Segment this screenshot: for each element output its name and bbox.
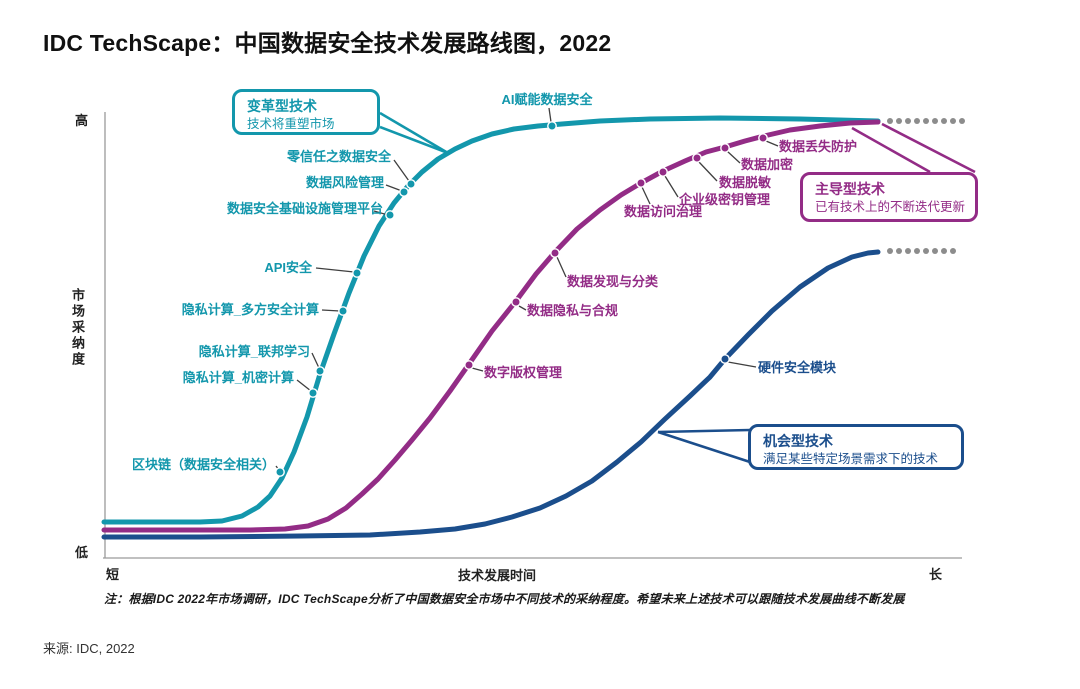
tail-dot — [905, 248, 911, 254]
tech-label: 隐私计算_多方安全计算 — [181, 302, 319, 317]
leader-line — [548, 107, 552, 123]
tech-label: 企业级密钥管理 — [679, 192, 771, 207]
leader-line — [556, 256, 567, 278]
tech-label: 数据风险管理 — [305, 175, 384, 190]
tech-dot — [758, 133, 768, 143]
leader-line — [471, 367, 484, 372]
tech-label: 数字版权管理 — [484, 365, 563, 380]
tail-dot — [941, 118, 947, 124]
leader-line — [311, 352, 320, 369]
tech-label: 零信任之数据安全 — [286, 149, 391, 164]
tail-dot — [941, 248, 947, 254]
tech-dot — [308, 388, 318, 398]
legend-pointer-opportunistic — [657, 430, 751, 464]
y-axis-low-label: 低 — [75, 545, 89, 560]
tech-label: AI赋能数据安全 — [501, 92, 593, 107]
tech-label: 隐私计算_联邦学习 — [198, 344, 310, 359]
tail-dot — [950, 248, 956, 254]
tech-dot — [658, 167, 668, 177]
tech-label: 数据发现与分类 — [567, 274, 659, 289]
tail-dot — [923, 118, 929, 124]
tech-dot — [275, 467, 285, 477]
leader-line — [698, 161, 718, 182]
tech-label: 隐私计算_机密计算 — [182, 370, 294, 385]
x-axis-title: 技术发展时间 — [458, 568, 537, 583]
legend-opportunistic-subtitle: 满足某些特定场景需求下的技术 — [763, 452, 939, 466]
legend-opportunistic-title: 机会型技术 — [763, 433, 833, 449]
tech-dot — [550, 248, 560, 258]
legend-pointer-dominant — [851, 126, 931, 174]
y-axis-title: 市场采纳度 — [70, 288, 85, 368]
curve-opportunistic — [101, 249, 881, 540]
legend-pointer-opportunistic — [657, 428, 751, 434]
leader-line — [296, 379, 312, 392]
tail-dot — [887, 118, 893, 124]
legend-opportunistic: 机会型技术 满足某些特定场景需求下的技术 — [748, 424, 964, 470]
x-axis-short-label: 短 — [106, 567, 120, 582]
legend-pointer-transformative — [379, 125, 449, 155]
tail-dot — [923, 248, 929, 254]
tech-dot — [399, 187, 409, 197]
leader-line — [727, 361, 757, 368]
legend-transformative: 变革型技术 技术将重塑市场 — [232, 89, 380, 135]
tech-dot — [692, 153, 702, 163]
tech-label: 数据脱敏 — [719, 175, 772, 190]
tech-dot — [547, 121, 557, 131]
tail-dot — [932, 118, 938, 124]
tail-dot — [905, 118, 911, 124]
tech-dot — [636, 178, 646, 188]
tech-label: 硬件安全模块 — [758, 360, 837, 375]
tail-dot — [896, 248, 902, 254]
tail-dot — [932, 248, 938, 254]
leader-line — [664, 175, 679, 198]
legend-pointer-transformative — [379, 111, 449, 155]
leader-line — [315, 267, 355, 273]
legend-transformative-subtitle: 技术将重塑市场 — [247, 117, 335, 131]
tech-dot — [720, 354, 730, 364]
legend-transformative-title: 变革型技术 — [247, 98, 317, 114]
footnote: 注：根据IDC 2022年市场调研，IDC TechScape分析了中国数据安全… — [104, 592, 905, 606]
page-title: IDC TechScape：中国数据安全技术发展路线图，2022 — [43, 30, 612, 56]
tail-dot — [950, 118, 956, 124]
tech-dot — [511, 297, 521, 307]
tech-dot — [338, 306, 348, 316]
x-axis-long-label: 长 — [929, 567, 943, 582]
tech-dot — [406, 179, 416, 189]
tech-label: 数据访问治理 — [624, 204, 703, 219]
tech-label: 数据加密 — [741, 157, 794, 172]
tech-label: API安全 — [264, 260, 312, 275]
tail-dot — [914, 248, 920, 254]
tech-dot — [352, 268, 362, 278]
tech-label: 数据隐私与合规 — [527, 303, 619, 318]
tail-dot — [887, 248, 893, 254]
legend-dominant: 主导型技术 已有技术上的不断迭代更新 — [800, 172, 978, 222]
legend-dominant-subtitle: 已有技术上的不断迭代更新 — [815, 200, 966, 214]
leader-line — [726, 150, 741, 164]
tail-dot — [896, 118, 902, 124]
legend-pointer-dominant — [881, 122, 976, 174]
tech-dot — [464, 360, 474, 370]
leader-line — [518, 305, 527, 311]
tech-dot — [315, 366, 325, 376]
source-text: 来源: IDC, 2022 — [43, 641, 135, 656]
legend-dominant-title: 主导型技术 — [815, 181, 885, 197]
tail-dot — [959, 118, 965, 124]
tech-label: 数据安全基础设施管理平台 — [226, 201, 383, 216]
tech-dot — [385, 210, 395, 220]
leader-line — [393, 159, 410, 182]
leader-line — [385, 184, 403, 192]
tech-label: 数据丢失防护 — [779, 139, 858, 154]
y-axis-high-label: 高 — [75, 113, 89, 128]
leader-line — [321, 309, 341, 312]
leader-line — [765, 140, 779, 147]
tech-label: 区块链（数据安全相关） — [131, 457, 275, 472]
tail-dot — [914, 118, 920, 124]
tech-dot — [720, 143, 730, 153]
leader-line — [641, 186, 651, 205]
curve-dominant — [101, 119, 881, 533]
